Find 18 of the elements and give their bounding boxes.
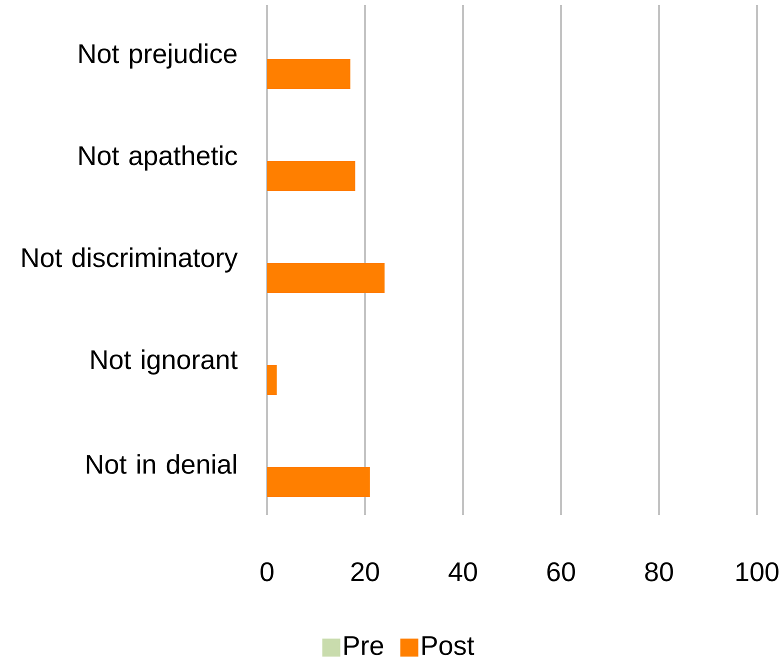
legend-label: Pre [344,636,384,656]
bar [267,263,385,294]
y-tick-label: Not discriminatory [22,247,238,273]
x-tick-label: 0 [260,562,274,582]
y-tick-label: Not in denial [86,454,236,474]
x-tick-label: 100 [736,562,778,582]
y-tick-label: Not apathetic [79,145,238,171]
y-tick-label: Not ignorant [91,349,238,375]
bar [267,59,350,90]
y-tick-label: Not prejudice [79,43,237,69]
x-tick-label: 20 [351,562,379,582]
bar [267,161,356,192]
legend-label: Post [422,636,474,656]
bar [267,365,277,396]
x-tick-label: 80 [645,562,673,582]
x-tick-label: 40 [448,562,477,582]
bar [267,467,370,498]
x-tick-label: 60 [547,562,575,582]
